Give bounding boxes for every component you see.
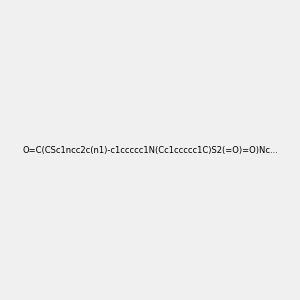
- Text: O=C(CSc1ncc2c(n1)-c1ccccc1N(Cc1ccccc1C)S2(=O)=O)Nc...: O=C(CSc1ncc2c(n1)-c1ccccc1N(Cc1ccccc1C)S…: [22, 146, 278, 154]
